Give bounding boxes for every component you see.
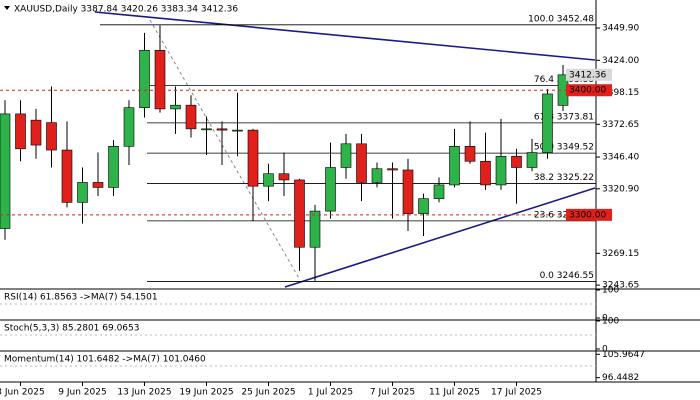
candle-body bbox=[263, 173, 274, 187]
candle-body bbox=[449, 146, 460, 186]
candle-body bbox=[418, 198, 429, 214]
y-tick-label: 105.9647 bbox=[602, 350, 645, 360]
candle-body bbox=[495, 155, 507, 186]
price-tag bbox=[566, 208, 612, 221]
candle-body bbox=[0, 113, 11, 229]
y-tick-label: 3398.15 bbox=[602, 88, 639, 98]
x-tick-label: 7 Jul 2025 bbox=[370, 388, 415, 398]
candle-body bbox=[139, 50, 150, 108]
fib-label: 50.0 3349.52 bbox=[534, 143, 594, 153]
x-tick-label: 3 Jun 2025 bbox=[0, 388, 45, 398]
y-tick-label: 100 bbox=[602, 317, 619, 327]
y-tick-label: 3269.15 bbox=[602, 249, 639, 259]
y-tick-label: 3449.90 bbox=[602, 24, 639, 34]
candle-body bbox=[511, 155, 522, 168]
candle-body bbox=[542, 93, 553, 153]
price-tag-label: 3412.36 bbox=[569, 70, 606, 80]
fib-label: 61.8 3373.81 bbox=[534, 112, 594, 122]
x-tick-label: 13 Jun 2025 bbox=[117, 388, 171, 398]
candle-body bbox=[340, 143, 352, 168]
trend-line bbox=[94, 11, 596, 61]
y-tick-label: 3320.90 bbox=[602, 184, 639, 194]
candle-body bbox=[216, 128, 228, 131]
price-tag bbox=[566, 84, 612, 97]
x-tick-label: 11 Jul 2025 bbox=[429, 388, 480, 398]
x-tick-label: 1 Jul 2025 bbox=[308, 388, 353, 398]
candle-body bbox=[371, 168, 383, 183]
candle-body bbox=[77, 182, 88, 203]
x-tick-label: 17 Jul 2025 bbox=[491, 388, 542, 398]
candle-body bbox=[387, 168, 398, 171]
trend-line bbox=[284, 187, 596, 288]
indicator-title: Momentum(14) 101.6482 ->MA(7) 101.0460 bbox=[4, 355, 206, 365]
fib-label: 0.0 3246.55 bbox=[540, 271, 594, 281]
candle-body bbox=[480, 160, 491, 186]
candle-body bbox=[294, 179, 305, 248]
x-tick-label: 9 Jun 2025 bbox=[58, 388, 106, 398]
fib-label: 23.6 3295.15 bbox=[534, 210, 594, 220]
collapse-icon[interactable] bbox=[4, 6, 10, 10]
price-tag-label: 3400.00 bbox=[569, 86, 606, 96]
candle-body bbox=[154, 50, 166, 110]
fib-label: 100.0 3452.48 bbox=[528, 14, 594, 24]
candle-body bbox=[30, 119, 42, 146]
candle-body bbox=[526, 152, 538, 168]
fib-label: 38.2 3325.22 bbox=[534, 173, 594, 183]
y-tick-label: 3424.00 bbox=[602, 56, 639, 66]
candle-body bbox=[325, 167, 336, 212]
y-tick-label: 0 bbox=[602, 345, 608, 355]
y-tick-label: 0 bbox=[602, 314, 608, 324]
indicator-title: Stoch(5,3,3) 85.2801 69.0653 bbox=[4, 324, 139, 334]
candle-body bbox=[123, 107, 135, 147]
candle-body bbox=[247, 129, 259, 187]
candle-body bbox=[464, 146, 476, 162]
fib-connector bbox=[149, 19, 301, 281]
y-tick-label: 3372.65 bbox=[602, 120, 639, 130]
candle-body bbox=[92, 182, 104, 188]
price-tag-label: 3300.00 bbox=[569, 210, 606, 220]
candle-body bbox=[232, 129, 243, 132]
x-tick-label: 19 Jun 2025 bbox=[179, 388, 233, 398]
candle-body bbox=[46, 122, 57, 151]
candle-body bbox=[170, 104, 181, 110]
candle-body bbox=[185, 104, 197, 130]
indicator-title: RSI(14) 61.8563 ->MA(7) 54.1501 bbox=[4, 293, 158, 303]
candle-body bbox=[61, 149, 73, 203]
price-tag bbox=[566, 68, 612, 81]
candle-body bbox=[309, 210, 321, 248]
candle-body bbox=[15, 113, 26, 150]
chart-title: XAUUSD,Daily 3387.84 3420.26 3383.34 341… bbox=[14, 5, 238, 15]
y-tick-label: 3243.65 bbox=[602, 281, 639, 291]
y-tick-label: 3346.40 bbox=[602, 153, 639, 163]
candle-body bbox=[402, 169, 414, 214]
candle-body bbox=[356, 143, 367, 183]
candle-body bbox=[108, 146, 119, 188]
y-tick-label: 96.4482 bbox=[602, 373, 639, 383]
x-tick-label: 25 Jun 2025 bbox=[241, 388, 295, 398]
candle-body bbox=[278, 173, 290, 181]
candle-body bbox=[201, 128, 212, 131]
y-tick-label: 100 bbox=[602, 286, 619, 296]
candle-body bbox=[433, 184, 445, 199]
